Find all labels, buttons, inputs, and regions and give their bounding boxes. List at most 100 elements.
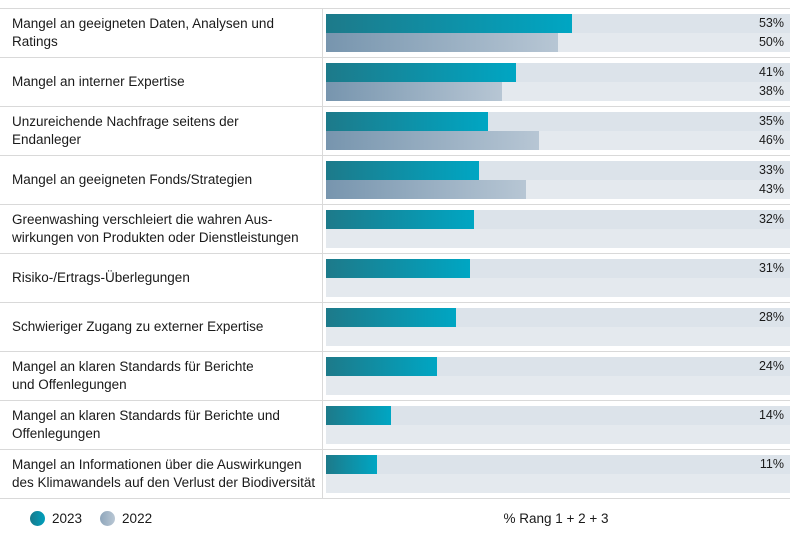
chart-row: Mangel an klaren Standards für Berichte … [0, 401, 790, 450]
category-label-line: Endanleger [12, 132, 82, 147]
legend-label-2022: 2022 [122, 510, 153, 526]
bar-group: 41% 38% [323, 58, 790, 106]
bar-track-2022 [326, 425, 790, 444]
category-label-line: Greenwashing verschleiert die wahren Aus… [12, 212, 273, 227]
bar-track-2023: 41% [326, 63, 790, 82]
chart-row: Mangel an interner Expertise 41% 38% [0, 58, 790, 107]
category-label: Mangel an geeigneten Daten, Analysen und… [0, 9, 323, 57]
legend-dot-2023-icon [30, 510, 45, 526]
value-label-2022: 43% [758, 182, 784, 196]
chart-row: Mangel an klaren Standards für Berichte u… [0, 352, 790, 401]
bar-fill-2023 [326, 406, 391, 425]
bar-fill-2022 [326, 33, 558, 52]
chart-row: Mangel an Informationen über die Auswirk… [0, 450, 790, 499]
legend-label-2023: 2023 [52, 510, 83, 526]
bar-track-2023: 11% [326, 455, 790, 474]
category-label-line: wirkungen von Produkten oder Dienstleist… [12, 230, 299, 245]
x-axis-label: % Rang 1 + 2 + 3 [503, 510, 609, 526]
bar-group: 14% [323, 401, 790, 449]
category-label-line: Mangel an klaren Standards für Berichte … [12, 408, 280, 423]
chart-row: Risiko-/Ertrags-Überlegungen 31% [0, 254, 790, 303]
bar-track-2022 [326, 474, 790, 493]
bar-track-2022: 46% [326, 131, 790, 150]
legend-item-2023: 2023 [30, 510, 83, 526]
value-label-2022: 50% [758, 35, 784, 49]
legend-item-2022: 2022 [100, 510, 153, 526]
category-label-line: Unzureichende Nachfrage seitens der [12, 114, 239, 129]
bar-track-2022 [326, 229, 790, 248]
value-label-2023: 11% [759, 457, 784, 471]
chart-row: Mangel an geeigneten Fonds/Strategien 33%… [0, 156, 790, 205]
bar-fill-2023 [326, 455, 378, 474]
category-label: Mangel an klaren Standards für Berichte u… [0, 352, 323, 400]
category-label: Mangel an interner Expertise [0, 58, 323, 106]
chart-rows: Mangel an geeigneten Daten, Analysen und… [0, 8, 790, 499]
bar-track-2022: 38% [326, 82, 790, 101]
bar-fill-2022 [326, 180, 526, 199]
bar-track-2023: 28% [326, 308, 790, 327]
value-label-2023: 32% [758, 212, 784, 226]
bar-fill-2023 [326, 112, 489, 131]
category-label: Greenwashing verschleiert die wahren Aus… [0, 205, 323, 253]
bar-group: 31% [323, 254, 790, 302]
category-label-line: und Offenlegungen [12, 377, 127, 392]
bar-group: 24% [323, 352, 790, 400]
value-label-2022: 46% [758, 133, 784, 147]
legend: 2023 2022 [0, 510, 153, 526]
bar-track-2022 [326, 278, 790, 297]
category-label-line: Mangel an Informationen über die Auswirk… [12, 457, 302, 472]
value-label-2023: 35% [758, 114, 784, 128]
chart-row: Mangel an geeigneten Daten, Analysen und… [0, 9, 790, 58]
bar-group: 53% 50% [323, 9, 790, 57]
bar-track-2023: 31% [326, 259, 790, 278]
category-label-line: Mangel an klaren Standards für Berichte [12, 359, 254, 374]
bar-group: 35% 46% [323, 107, 790, 155]
category-label-line: des Klimawandels auf den Verlust der Bio… [12, 475, 316, 490]
value-label-2023: 53% [758, 16, 784, 30]
bar-fill-2022 [326, 131, 540, 150]
bar-fill-2023 [326, 357, 438, 376]
bar-group: 33% 43% [323, 156, 790, 204]
chart-row: Greenwashing verschleiert die wahren Aus… [0, 205, 790, 254]
value-label-2022: 38% [758, 84, 784, 98]
category-label-line: Risiko-/Ertrags-Überlegungen [12, 270, 190, 285]
bar-group: 32% [323, 205, 790, 253]
bar-fill-2023 [326, 161, 480, 180]
category-label: Unzureichende Nachfrage seitens der Endan… [0, 107, 323, 155]
category-label: Mangel an geeigneten Fonds/Strategien [0, 156, 323, 204]
bar-fill-2023 [326, 308, 456, 327]
category-label-line: Mangel an geeigneten Fonds/Strategien [12, 172, 253, 187]
legend-dot-2022-icon [100, 510, 116, 526]
bar-track-2023: 35% [326, 112, 790, 131]
category-label-line: Mangel an geeigneten Daten, Analysen und [12, 16, 274, 31]
value-label-2023: 41% [758, 65, 784, 79]
bar-track-2023: 33% [326, 161, 790, 180]
category-label: Mangel an Informationen über die Auswirk… [0, 450, 323, 498]
bar-fill-2022 [326, 82, 503, 101]
value-label-2023: 14% [758, 408, 784, 422]
bar-fill-2023 [326, 63, 517, 82]
category-label: Schwieriger Zugang zu externer Expertise [0, 303, 323, 351]
bar-group: 28% [323, 303, 790, 351]
bar-track-2023: 14% [326, 406, 790, 425]
bar-track-2022 [326, 376, 790, 395]
category-label: Risiko-/Ertrags-Überlegungen [0, 254, 323, 302]
value-label-2023: 28% [758, 310, 784, 324]
bar-track-2023: 32% [326, 210, 790, 229]
category-label-line: Mangel an interner Expertise [12, 74, 185, 89]
bar-fill-2023 [326, 210, 475, 229]
bar-fill-2023 [326, 259, 470, 278]
chart-footer: 2023 2022 % Rang 1 + 2 + 3 [0, 499, 790, 537]
bar-track-2022: 43% [326, 180, 790, 199]
category-label-line: Offenlegungen [12, 426, 101, 441]
bar-group: 11% [323, 450, 790, 498]
category-label-line: Schwieriger Zugang zu externer Expertise [12, 319, 264, 334]
category-label-line: Ratings [12, 34, 58, 49]
bar-fill-2023 [326, 14, 572, 33]
value-label-2023: 24% [758, 359, 784, 373]
bar-track-2023: 53% [326, 14, 790, 33]
bar-track-2023: 24% [326, 357, 790, 376]
category-label: Mangel an klaren Standards für Berichte … [0, 401, 323, 449]
value-label-2023: 31% [758, 261, 784, 275]
